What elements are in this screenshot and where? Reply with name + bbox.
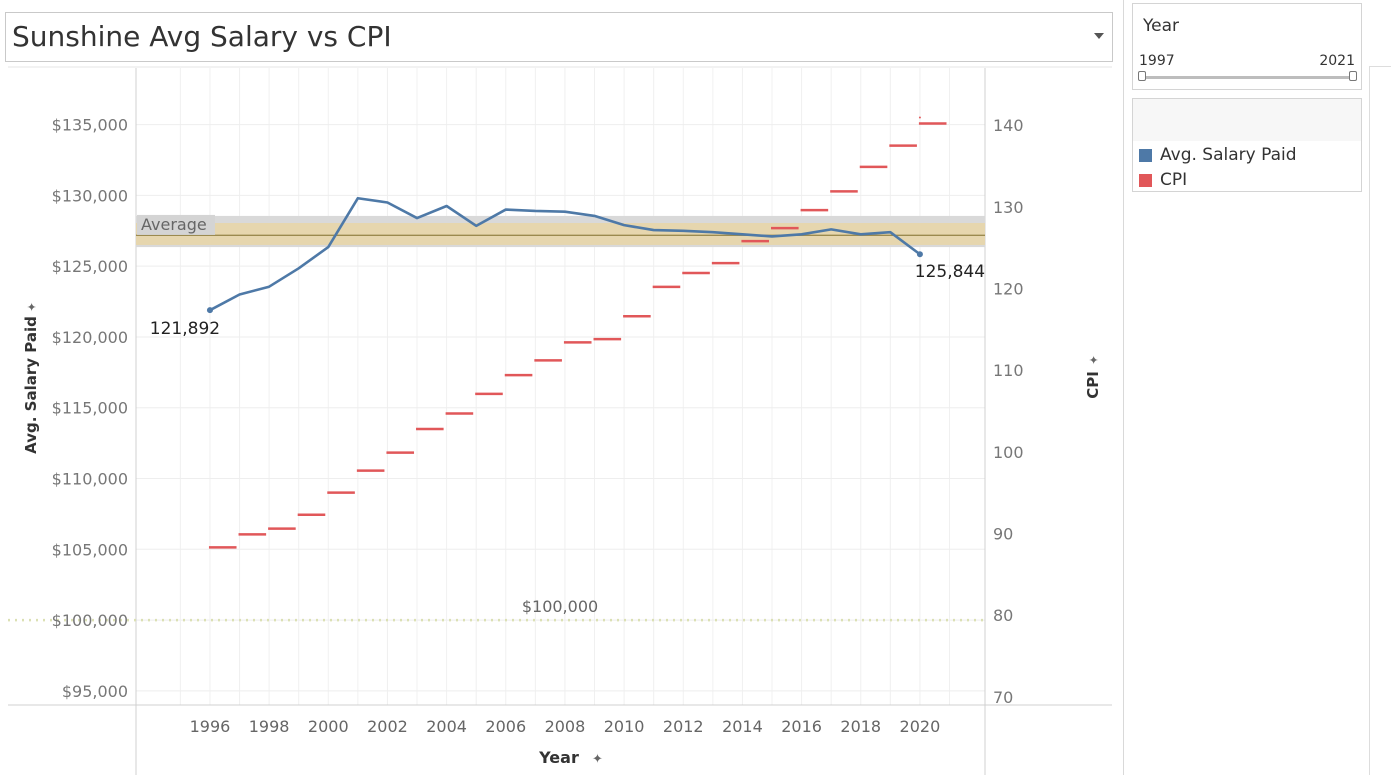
year-slider-max-handle[interactable] xyxy=(1349,71,1357,81)
year-slider-track[interactable] xyxy=(1141,76,1353,79)
y-left-tick-label: $100,000 xyxy=(52,611,128,630)
avg-salary-start-point xyxy=(206,307,213,314)
y-right-tick-label: 140 xyxy=(993,116,1024,135)
y-right-tick-label: 70 xyxy=(993,688,1013,707)
y-right-axis-label: CPI xyxy=(1084,371,1102,399)
y-left-tick-label: $130,000 xyxy=(52,186,128,205)
y-left-tick-label: $115,000 xyxy=(52,399,128,418)
hundred-k-reference-label: $100,000 xyxy=(522,597,598,616)
x-tick-label: 2016 xyxy=(781,717,822,736)
y-left-tick-label: $105,000 xyxy=(52,540,128,559)
x-tick-label: 1998 xyxy=(249,717,290,736)
y-right-tick-label: 120 xyxy=(993,280,1024,299)
y-right-tick-label: 100 xyxy=(993,443,1024,462)
year-filter-title: Year xyxy=(1143,16,1179,36)
scroll-area-edge xyxy=(1369,66,1391,775)
x-tick-label: 2020 xyxy=(900,717,941,736)
chart-frame xyxy=(8,66,1112,775)
x-tick-label: 2008 xyxy=(545,717,586,736)
legend-label-avg-salary: Avg. Salary Paid xyxy=(1160,145,1297,165)
avg-salary-end-point xyxy=(916,251,923,258)
legend-header xyxy=(1133,99,1361,141)
y-left-tick-label: $110,000 xyxy=(52,470,128,489)
dashboard-title-box: Sunshine Avg Salary vs CPI xyxy=(5,12,1113,62)
year-filter-min-label: 1997 xyxy=(1139,53,1175,69)
y-right-tick-label: 80 xyxy=(993,606,1013,625)
data-label-end: 125,844 xyxy=(915,262,985,282)
year-filter-panel: Year 1997 2021 xyxy=(1132,3,1362,90)
data-label-start: 121,892 xyxy=(150,319,220,339)
x-tick-label: 2004 xyxy=(426,717,467,736)
y-left-tick-label: $135,000 xyxy=(52,116,128,135)
average-label: Average xyxy=(141,215,207,234)
y-right-tick-label: 90 xyxy=(993,525,1013,544)
x-tick-label: 1996 xyxy=(190,717,231,736)
y-right-tick-label: 110 xyxy=(993,361,1024,380)
x-tick-label: 2014 xyxy=(722,717,763,736)
legend-item-avg-salary[interactable]: Avg. Salary Paid xyxy=(1139,145,1297,165)
reference-lines: Average $100,000 xyxy=(8,214,985,622)
chevron-down-icon[interactable] xyxy=(1094,33,1104,39)
x-axis-pin-icon[interactable]: ✦ xyxy=(592,752,603,767)
year-slider-min-handle[interactable] xyxy=(1138,71,1146,81)
y-left-tick-label: $120,000 xyxy=(52,328,128,347)
cpi-mark-tail xyxy=(918,116,921,119)
y-right-axis-pin-icon[interactable]: ✦ xyxy=(1087,355,1101,365)
x-axis-label: Year xyxy=(538,748,579,767)
x-tick-label: 2006 xyxy=(485,717,526,736)
chart-ticks: 1996 1998 2000 2002 2004 2006 2008 2010 2012 2014… xyxy=(52,116,1024,736)
average-label-bg xyxy=(137,214,215,235)
y-right-tick-label: 130 xyxy=(993,198,1024,217)
dashboard-title: Sunshine Avg Salary vs CPI xyxy=(12,20,392,53)
avg-salary-line xyxy=(209,196,921,312)
y-left-axis-pin-icon[interactable]: ✦ xyxy=(25,302,39,312)
chart-marks: 121,892 125,844 xyxy=(150,116,985,549)
legend-swatch-avg-salary xyxy=(1139,148,1152,162)
x-tick-label: 2010 xyxy=(604,717,645,736)
x-tick-label: 2002 xyxy=(367,717,408,736)
y-left-tick-label: $125,000 xyxy=(52,257,128,276)
salary-cpi-chart: Average $100,000 121,892 125,844 1996 1998 2… xyxy=(8,66,1112,775)
legend-label-cpi: CPI xyxy=(1160,170,1188,190)
y-left-tick-label: $95,000 xyxy=(62,682,128,701)
x-tick-label: 2000 xyxy=(308,717,349,736)
x-tick-label: 2018 xyxy=(840,717,881,736)
year-filter-max-label: 2021 xyxy=(1319,53,1355,69)
legend-swatch-cpi xyxy=(1139,173,1152,187)
x-tick-label: 2012 xyxy=(663,717,704,736)
sidebar-divider xyxy=(1123,0,1124,775)
legend-item-cpi[interactable]: CPI xyxy=(1139,170,1187,190)
legend-panel: Avg. Salary Paid CPI xyxy=(1132,98,1362,192)
chart-grid xyxy=(136,68,985,705)
y-left-axis-label: Avg. Salary Paid xyxy=(22,316,40,454)
